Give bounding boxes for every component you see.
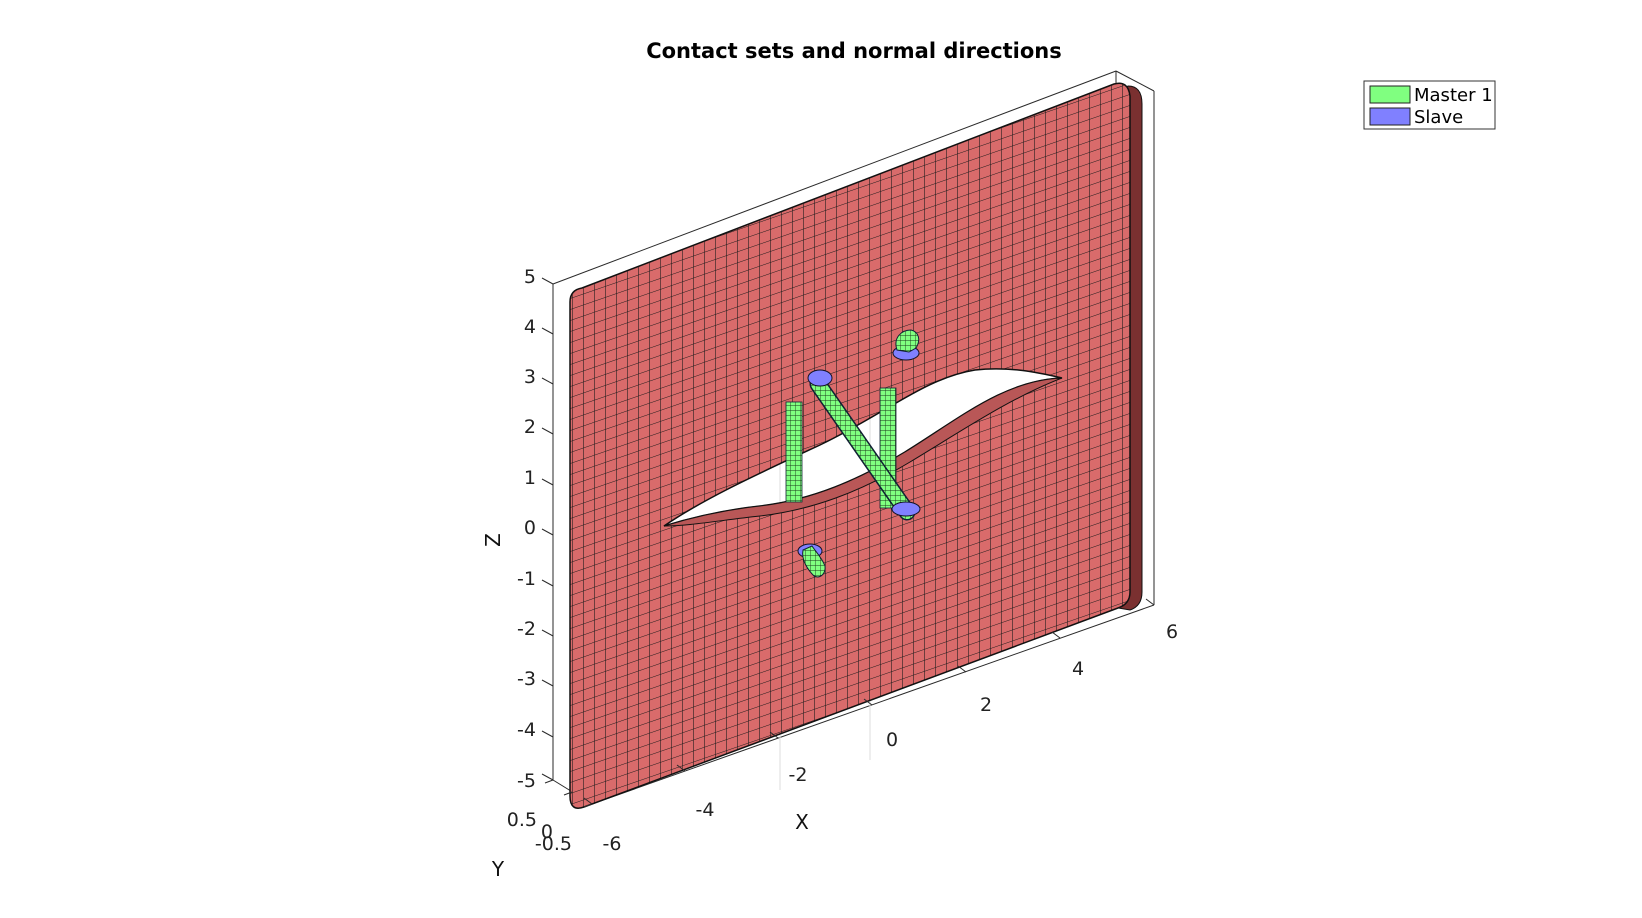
z-tick-label: -5: [517, 770, 536, 792]
legend-label-slave: Slave: [1414, 107, 1463, 128]
x-tick-label: 0: [886, 729, 898, 751]
chart-title: Contact sets and normal directions: [646, 39, 1062, 63]
z-tick-label: -3: [517, 668, 536, 690]
x-axis: -6 -4 -2 0 2 4 6 X: [583, 598, 1178, 855]
z-axis: 5 4 3 2 1 0 -1 -2 -3 -4 -5 Z: [481, 266, 554, 792]
plate-front-face: [569, 82, 1131, 809]
slit-lower-lip: [663, 377, 1063, 527]
x-tick-label: -6: [603, 833, 622, 855]
legend-label-master: Master 1: [1414, 85, 1493, 106]
master-vertical-rod-left: [785, 401, 803, 503]
z-axis-label: Z: [481, 533, 505, 547]
z-tick-label: -1: [517, 568, 536, 590]
x-tick-label: -4: [696, 799, 715, 821]
slave-patch-upper-left: [807, 369, 833, 387]
z-tick-label: -4: [517, 719, 536, 741]
z-tick-label: 3: [524, 366, 536, 388]
x-axis-label: X: [795, 810, 809, 834]
master-diagonal-rod: [811, 377, 914, 519]
master-curl-upper-right: [895, 329, 920, 353]
y-tick-label: -0.5: [535, 833, 572, 855]
contact-elements: [785, 329, 921, 578]
z-tick-label: 4: [524, 316, 536, 338]
z-tick-label: 5: [524, 266, 536, 288]
x-tick-label: 6: [1166, 621, 1178, 643]
y-axis-label: Y: [491, 857, 505, 881]
x-tick-label: -2: [789, 764, 808, 786]
master-curl-lower-left: [802, 545, 826, 578]
legend-swatch-slave: [1369, 107, 1411, 126]
x-tick-label: 2: [980, 694, 992, 716]
slave-patch-center: [891, 501, 921, 517]
z-tick-label: 1: [524, 467, 536, 489]
y-tick-label: 0: [541, 821, 553, 843]
y-axis: 0.5 0 -0.5 Y: [491, 779, 593, 881]
legend-swatch-master: [1369, 85, 1411, 104]
x-tick-label: 4: [1072, 658, 1084, 680]
z-tick-label: 0: [524, 517, 536, 539]
z-tick-label: -2: [517, 618, 536, 640]
legend: Master 1 Slave: [1363, 80, 1496, 130]
z-tick-label: 2: [524, 416, 536, 438]
y-tick-label: 0.5: [507, 809, 537, 831]
